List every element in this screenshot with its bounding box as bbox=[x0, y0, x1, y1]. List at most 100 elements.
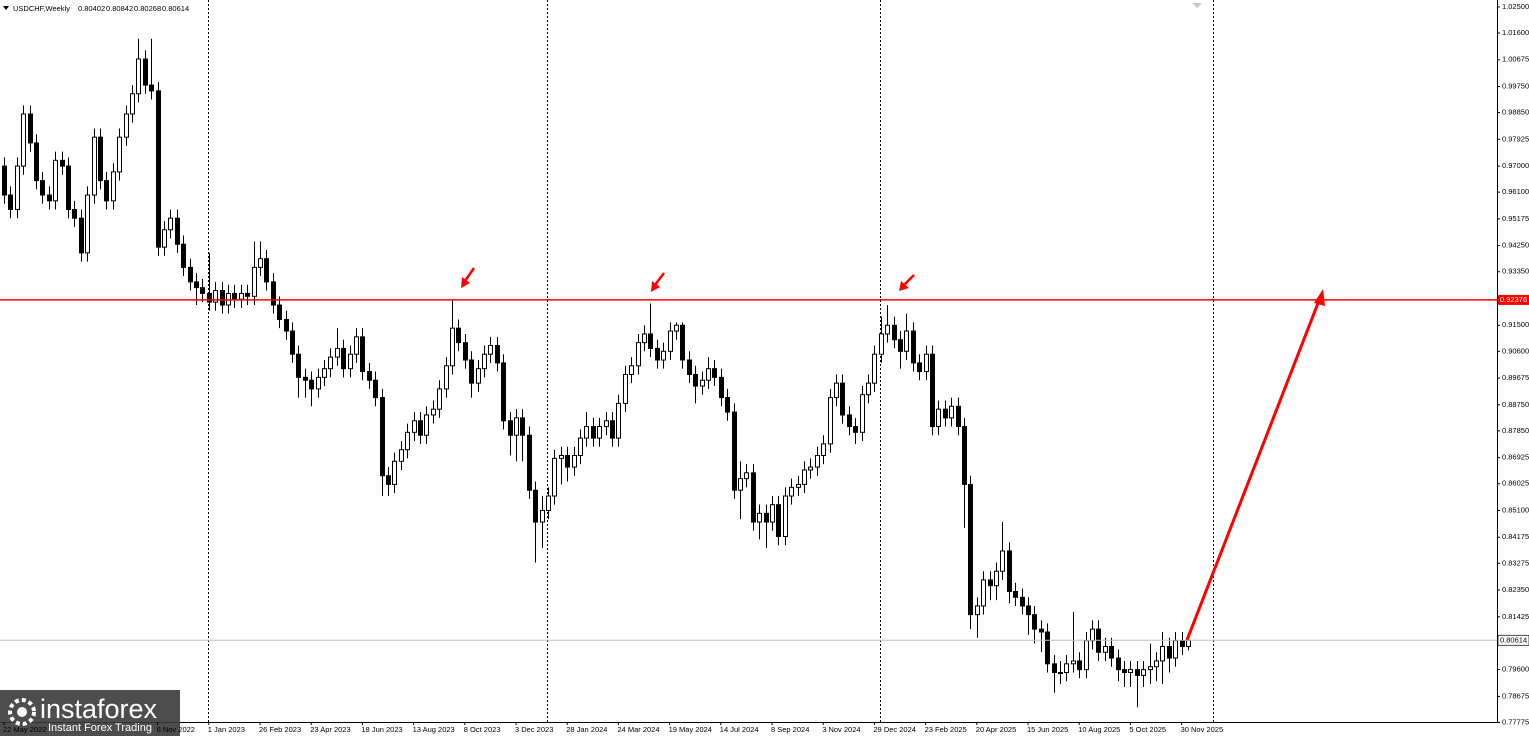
candle-body bbox=[424, 414, 429, 436]
candle-body bbox=[232, 292, 237, 300]
candle-body bbox=[488, 345, 493, 355]
candle-body bbox=[1077, 660, 1082, 671]
candle-body bbox=[783, 495, 788, 538]
candle-body bbox=[962, 426, 967, 485]
candle-body bbox=[21, 113, 26, 167]
candle-body bbox=[1128, 669, 1133, 674]
candle-body bbox=[994, 570, 999, 587]
candle-body bbox=[213, 290, 218, 303]
y-tick-label: 0.99750 bbox=[1502, 82, 1529, 91]
candle-body bbox=[367, 371, 372, 381]
candle-body bbox=[911, 330, 916, 364]
candle-body bbox=[898, 339, 903, 352]
candle-body bbox=[866, 382, 871, 396]
candle-body bbox=[258, 258, 263, 268]
y-tick-label: 0.96100 bbox=[1502, 187, 1529, 196]
y-tick-label: 0.88750 bbox=[1502, 400, 1529, 409]
candle-body bbox=[776, 504, 781, 538]
candle-body bbox=[853, 426, 858, 433]
candle-body bbox=[399, 449, 404, 462]
candle-body bbox=[412, 420, 417, 433]
forecast-arrow-head bbox=[1314, 289, 1325, 306]
candle-body bbox=[1180, 640, 1185, 647]
candle-body bbox=[924, 353, 929, 373]
candle-body bbox=[264, 258, 269, 283]
candle-body bbox=[840, 382, 845, 416]
candle-body bbox=[392, 460, 397, 485]
x-tick-label: 6 Nov 2022 bbox=[157, 725, 195, 734]
candle-body bbox=[194, 281, 199, 289]
candle-body bbox=[162, 229, 167, 248]
candle-body bbox=[277, 304, 282, 320]
candle-body bbox=[508, 420, 513, 436]
logo-box bbox=[0, 690, 180, 736]
candle-body bbox=[1160, 645, 1165, 662]
x-tick-label: 19 May 2024 bbox=[669, 725, 712, 734]
candle-body bbox=[444, 365, 449, 390]
candle-body bbox=[821, 443, 826, 456]
candle-body bbox=[757, 512, 762, 523]
candle-body bbox=[1052, 663, 1057, 674]
candle-body bbox=[565, 454, 570, 468]
x-tick-label: 23 Feb 2025 bbox=[925, 725, 967, 734]
candle-body bbox=[917, 362, 922, 373]
candle-body bbox=[751, 472, 756, 523]
candle-body bbox=[629, 365, 634, 375]
forecast-arrow bbox=[1185, 297, 1322, 641]
candle-body bbox=[1090, 628, 1095, 642]
header-high: 0.80842 bbox=[106, 4, 133, 13]
y-tick-label: 0.82350 bbox=[1502, 585, 1529, 594]
level-label-box bbox=[1498, 294, 1529, 305]
candle-body bbox=[322, 368, 327, 378]
candle-body bbox=[802, 469, 807, 485]
candle-body bbox=[616, 402, 621, 439]
logo-tagline: Instant Forex Trading bbox=[48, 722, 152, 734]
candle-body bbox=[527, 434, 532, 491]
candle-body bbox=[149, 84, 154, 92]
logo-gear-core bbox=[17, 707, 27, 717]
candle-body bbox=[245, 292, 250, 297]
candle-body bbox=[316, 376, 321, 390]
candle-body bbox=[2, 165, 7, 196]
candle-body bbox=[175, 217, 180, 245]
candle-body bbox=[8, 194, 13, 211]
candle-body bbox=[34, 142, 39, 182]
candle-body bbox=[712, 368, 717, 378]
candle-body bbox=[879, 333, 884, 355]
y-tick-label: 0.87850 bbox=[1502, 426, 1529, 435]
candle-body bbox=[674, 324, 679, 332]
candle-body bbox=[271, 281, 276, 306]
x-tick-label: 1 Jan 2023 bbox=[208, 725, 245, 734]
x-tick-label: 30 Nov 2025 bbox=[1181, 725, 1224, 734]
candle-body bbox=[680, 324, 685, 361]
y-tick-label: 0.89675 bbox=[1502, 373, 1529, 382]
candle-body bbox=[597, 426, 602, 439]
candle-body bbox=[79, 217, 84, 254]
candle-body bbox=[1103, 645, 1108, 653]
candle-body bbox=[655, 347, 660, 361]
candle-body bbox=[328, 356, 333, 370]
candle-body bbox=[303, 376, 308, 381]
arrow bbox=[654, 272, 665, 286]
candle-body bbox=[1186, 639, 1191, 647]
candle-body bbox=[648, 333, 653, 349]
candle-body bbox=[168, 217, 173, 231]
y-tick-label: 0.97000 bbox=[1502, 161, 1529, 170]
arrow-head bbox=[651, 281, 660, 292]
x-tick-label: 8 Sep 2024 bbox=[771, 725, 809, 734]
candle-body bbox=[181, 243, 186, 268]
candle-body bbox=[514, 417, 519, 436]
candle-body bbox=[1116, 657, 1121, 671]
candle-body bbox=[98, 136, 103, 182]
y-tick-label: 0.78675 bbox=[1502, 691, 1529, 700]
y-tick-label: 0.97925 bbox=[1502, 134, 1529, 143]
candle-body bbox=[1109, 645, 1114, 659]
candle-body bbox=[968, 483, 973, 616]
logo: instaforex Instant Forex Trading bbox=[0, 690, 180, 736]
candle-body bbox=[1071, 660, 1076, 665]
chart-header: USDCHF,Weekly 0.80402 0.80842 0.80268 0.… bbox=[13, 4, 189, 13]
candle-body bbox=[578, 437, 583, 456]
candle-body bbox=[808, 466, 813, 471]
candle-body bbox=[623, 373, 628, 404]
